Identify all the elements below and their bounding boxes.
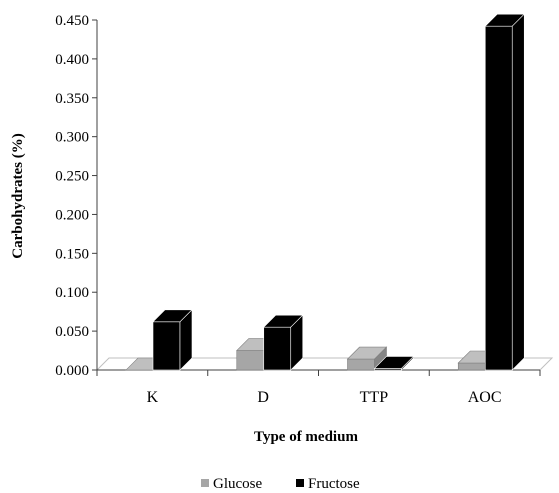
y-axis-title: Carbohydrates (%): [10, 133, 26, 258]
x-tick-label: TTP: [360, 389, 389, 406]
y-tick-label: 0.350: [55, 91, 89, 107]
bar-glucose-ttp: [346, 346, 388, 371]
bar-fructose-d: [263, 314, 304, 371]
y-tick-label: 0.200: [55, 207, 89, 223]
legend-swatch-fructose: [296, 479, 304, 487]
legend-swatch-glucose: [201, 479, 209, 487]
bar-fructose-aoc: [484, 13, 525, 371]
x-axis-labels: K D TTP AOC: [96, 370, 541, 406]
y-tick-label: 0.250: [55, 169, 89, 185]
y-tick-label: 0.150: [55, 246, 89, 262]
y-tick-label: 0.100: [55, 285, 89, 301]
legend: Glucose Fructose: [201, 476, 360, 492]
legend-label-fructose: Fructose: [308, 476, 360, 492]
bars: [125, 13, 525, 371]
x-tick-label: K: [147, 389, 159, 406]
x-axis-title: Type of medium: [254, 429, 358, 445]
y-tick-label: 0.050: [55, 324, 89, 340]
bar-fructose-k: [152, 309, 193, 371]
y-tick-label: 0.400: [55, 52, 89, 68]
bar-fructose-ttp: [373, 355, 415, 371]
legend-label-glucose: Glucose: [213, 476, 262, 492]
y-axis-ticks: 0.000 0.050 0.100 0.150 0.200 0.250 0.300 0.350…: [55, 13, 97, 379]
x-tick-label: D: [257, 389, 269, 406]
y-tick-label: 0.450: [55, 13, 89, 29]
y-tick-label: 0.300: [55, 130, 89, 146]
x-tick-label: AOC: [468, 389, 502, 406]
y-tick-label: 0.000: [55, 363, 89, 379]
